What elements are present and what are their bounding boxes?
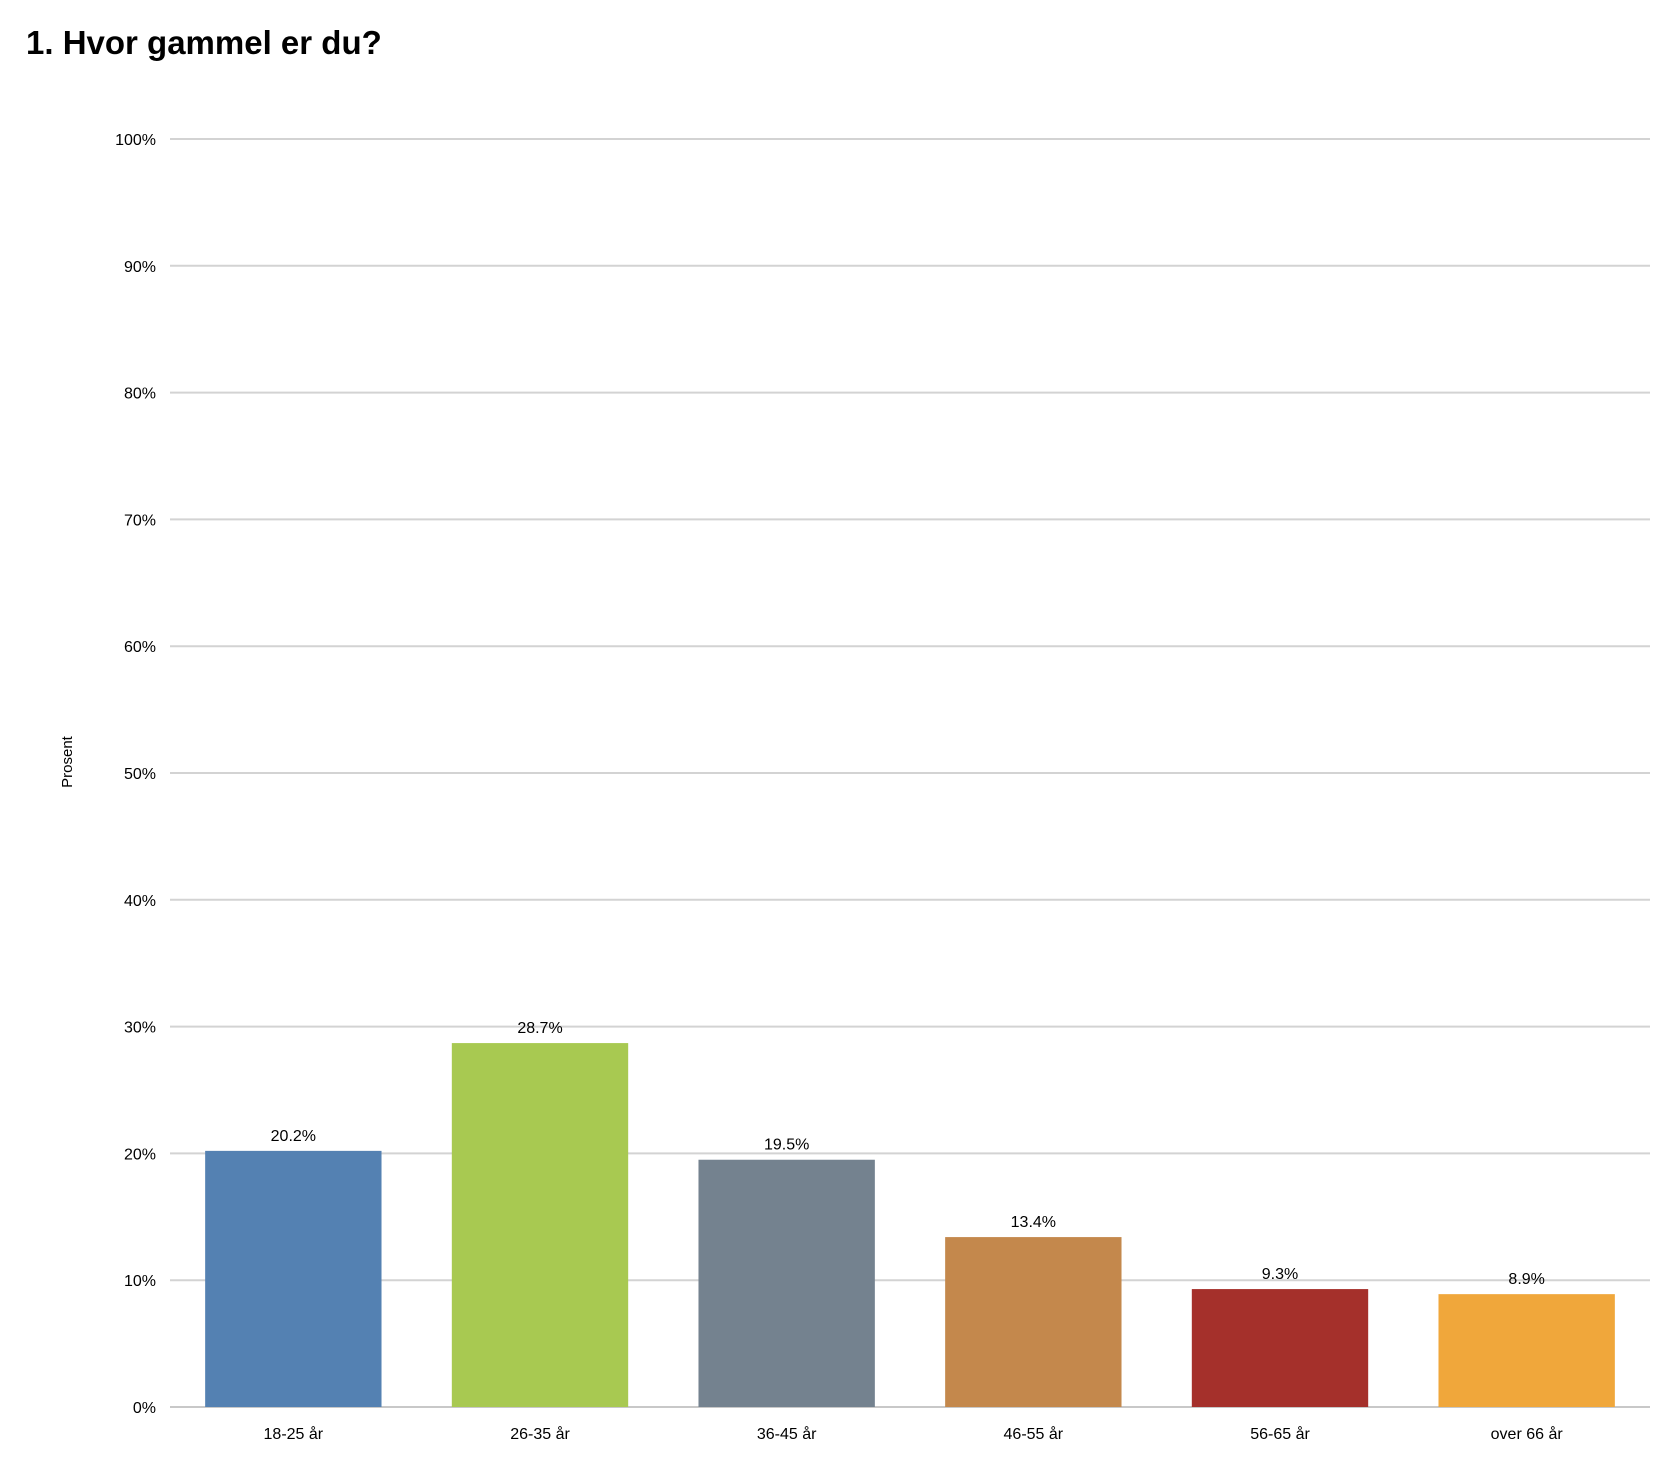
x-tick-label: 18-25 år [264,1425,324,1443]
bar [945,1237,1122,1407]
bar [698,1159,875,1407]
data-label: 13.4% [1011,1214,1056,1231]
gridlines [170,138,1650,1408]
y-tick-label: 0% [133,1400,156,1417]
y-tick-label: 80% [124,386,156,403]
data-labels: 20.2% 28.7% 19.5% 13.4% 9.3% 8.9% [271,1020,1545,1288]
bar [1438,1294,1615,1407]
y-tick-label: 100% [115,132,156,149]
y-axis-ticks: 0% 10% 20% 30% 40% 50% 60% 70% 80% 90% 100% [115,132,156,1417]
x-tick-label: over 66 år [1491,1425,1564,1443]
y-tick-label: 90% [124,259,156,276]
x-tick-label: 36-45 år [757,1425,817,1443]
y-tick-label: 20% [124,1146,156,1163]
x-tick-label: 46-55 år [1004,1425,1064,1443]
y-axis-title: Prosent [59,735,76,788]
y-tick-label: 60% [124,639,156,656]
data-label: 28.7% [517,1020,562,1037]
y-tick-label: 50% [124,766,156,783]
y-tick-label: 40% [124,893,156,910]
y-tick-label: 10% [124,1273,156,1290]
data-label: 20.2% [271,1128,316,1145]
y-tick-label: 30% [124,1020,156,1037]
data-label: 8.9% [1508,1271,1544,1288]
x-tick-label: 26-35 år [510,1425,570,1443]
y-tick-label: 70% [124,512,156,529]
bars [205,1043,1615,1407]
bar [1191,1289,1369,1407]
data-label: 19.5% [764,1137,809,1154]
bar [451,1043,629,1407]
x-tick-label: 56-65 år [1250,1425,1310,1443]
chart-title: 1. Hvor gammel er du? [26,24,382,61]
data-label: 9.3% [1262,1266,1298,1283]
bar [205,1150,382,1407]
x-axis-ticks: 18-25 år 26-35 år 36-45 år 46-55 år 56-65 år… [264,1425,1564,1443]
